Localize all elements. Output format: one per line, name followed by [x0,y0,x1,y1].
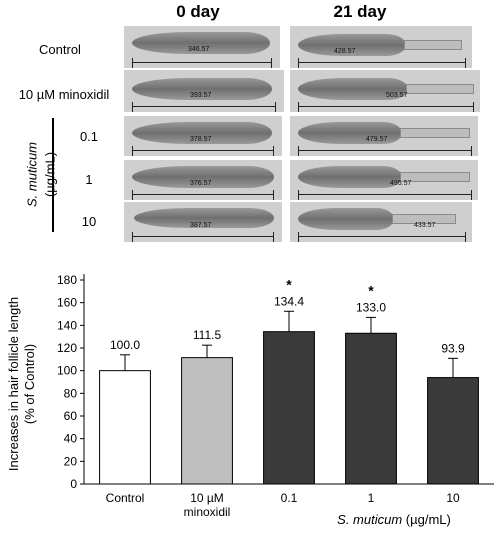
y-tick-label: 180 [57,273,77,287]
value-label: 134.4 [274,294,304,308]
scale-bar [132,102,276,112]
scale-bar [298,232,466,242]
scale-bar [132,232,274,242]
y-tick-label: 60 [64,409,78,423]
y-tick-label: 160 [57,296,77,310]
micrograph-day0-minoxidil: 393.57 [124,70,284,112]
follicle-shape [298,78,408,100]
row-label-dose-10: 10 [81,214,97,229]
follicle-shape [132,32,270,54]
value-label: 93.9 [441,341,465,355]
micrograph-day21-dose-10: 433.57 [290,202,472,242]
bar-chart: Increases in hair follicle length (% of … [6,273,494,527]
follicle-shaft [406,84,474,94]
micrograph-day21-minoxidil: 503.57 [290,70,480,112]
scale-bar [298,102,474,112]
length-measurement: 433.57 [414,222,436,229]
x-group-unit: (µg/mL) [402,512,451,527]
plot-area: 0 20 40 60 80 100 120 140 160 180 100.0 111.5 134.4 *… [57,273,494,491]
group-label-species: S. muticum [24,142,40,208]
scale-bar [132,190,274,200]
follicle-shape [134,208,274,228]
micrograph-day0-dose-10: 387.57 [124,202,282,242]
x-tick-label: 10 [446,491,460,505]
follicle-shape [132,122,272,144]
follicle-shape [298,34,406,56]
scale-bar [132,146,274,156]
x-group-species: S. muticum [337,512,402,527]
length-measurement: 378.57 [190,136,212,143]
y-tick-label: 20 [64,454,78,468]
micrograph-day21-control: 428.57 [290,26,472,68]
row-label-dose-1: 1 [85,172,93,187]
length-measurement: 479.57 [366,136,388,143]
bar [427,377,479,485]
micrograph-day21-dose-0.1: 479.57 [290,116,478,156]
row-label-control: Control [39,42,81,57]
micrograph-day21-dose-1: 495.57 [290,160,478,200]
value-label: 100.0 [110,338,140,352]
follicle-shape [132,78,272,100]
significance-marker: * [286,276,292,292]
micrograph-day0-dose-1: 376.57 [124,160,282,200]
significance-marker: * [368,282,374,298]
length-measurement: 387.57 [190,222,212,229]
y-tick-label: 100 [57,364,77,378]
row-label-minoxidil: 10 µM minoxidil [18,87,110,102]
y-tick-label: 140 [57,318,77,332]
row-label-dose-0.1: 0.1 [79,129,99,144]
x-axis-group-label: S. muticum (µg/mL) [337,512,451,527]
length-measurement: 346.57 [188,46,210,53]
group-label-unit: (µg/mL) [42,151,58,198]
follicle-shaft [392,214,456,224]
scale-bar [298,58,466,68]
x-tick-label: Control [106,491,145,505]
y-tick-label: 120 [57,341,77,355]
column-header-day0: 0 day [176,2,220,21]
x-tick-label: 10 µM [190,491,224,505]
follicle-shape [298,122,402,144]
scale-bar [132,58,272,68]
bar [181,357,233,485]
micrograph-day0-dose-0.1: 378.57 [124,116,282,156]
follicle-shape [298,166,402,188]
y-tick-label: 0 [70,477,77,491]
length-measurement: 495.57 [390,180,412,187]
scale-bar [298,190,472,200]
follicle-shape [132,166,274,188]
scale-bar [298,146,472,156]
length-measurement: 393.57 [190,92,212,99]
follicle-shaft [400,172,470,182]
bar [263,331,315,485]
bar [99,370,151,485]
column-header-day21: 21 day [333,2,387,21]
x-tick-label: minoxidil [184,505,231,519]
value-label: 133.0 [356,300,386,314]
x-tick-label: 1 [368,491,375,505]
follicle-shaft [400,128,470,138]
length-measurement: 428.57 [334,48,356,55]
length-measurement: 376.57 [190,180,212,187]
micrograph-day0-control: 346.57 [124,26,280,68]
y-axis-title-line1: Increases in hair follicle length [6,297,21,471]
y-axis-title-line2: (% of Control) [22,344,37,424]
y-axis-title: Increases in hair follicle length (% of … [6,297,37,471]
follicle-shaft [404,40,462,50]
value-label: 111.5 [193,328,222,342]
y-tick-label: 40 [64,432,78,446]
y-tick-label: 80 [64,386,78,400]
group-bracket [52,118,54,232]
length-measurement: 503.57 [386,92,408,99]
x-tick-label: 0.1 [281,491,298,505]
follicle-shape [298,208,394,230]
bar [345,332,397,485]
